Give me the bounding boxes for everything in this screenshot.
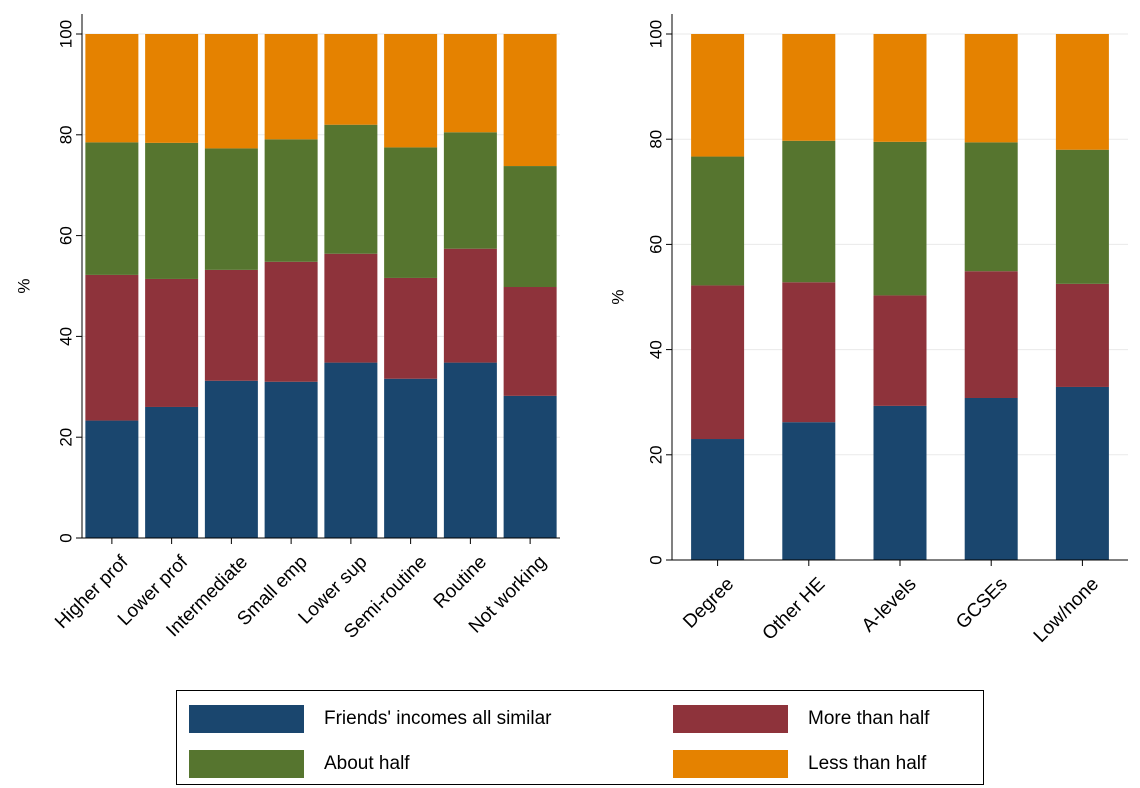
- bar-lower-sup-less-than-half: [324, 34, 378, 125]
- y-axis-title: %: [609, 289, 628, 304]
- bar-low-none-about-half: [1055, 149, 1109, 284]
- x-tick-label-a-levels: A-levels: [858, 574, 921, 637]
- y-tick-label: 80: [57, 125, 76, 144]
- bar-lower-prof-friends-incomes-all-similar: [145, 406, 199, 538]
- bar-routine-about-half: [443, 132, 497, 249]
- bar-intermediate-more-than-half: [204, 269, 258, 381]
- bar-not-working-less-than-half: [503, 34, 557, 167]
- legend-label-more-than-half: More than half: [808, 708, 930, 729]
- bar-intermediate-less-than-half: [204, 34, 258, 149]
- bar-degree-friends-incomes-all-similar: [691, 439, 745, 560]
- bar-lower-sup-more-than-half: [324, 253, 378, 363]
- bar-lower-sup-about-half: [324, 124, 378, 254]
- bar-not-working-about-half: [503, 166, 557, 288]
- bar-intermediate-friends-incomes-all-similar: [204, 380, 258, 538]
- bar-small-emp-less-than-half: [264, 34, 318, 140]
- bar-small-emp-friends-incomes-all-similar: [264, 381, 318, 538]
- legend: Friends' incomes all similar More than h…: [176, 690, 984, 785]
- bar-intermediate-about-half: [204, 148, 258, 270]
- bar-lower-prof-less-than-half: [145, 34, 199, 143]
- legend-label-friends-incomes-all-similar: Friends' incomes all similar: [324, 708, 552, 729]
- bar-low-none-friends-incomes-all-similar: [1055, 386, 1109, 560]
- bar-lower-prof-more-than-half: [145, 278, 199, 407]
- bar-degree-less-than-half: [691, 34, 745, 157]
- bar-higher-prof-friends-incomes-all-similar: [85, 420, 139, 538]
- x-tick-label-low-none: Low/none: [1030, 574, 1103, 647]
- y-tick-label: 100: [57, 20, 76, 48]
- bar-lower-prof-about-half: [145, 142, 199, 279]
- bar-a-levels-more-than-half: [873, 295, 927, 406]
- bar-higher-prof-about-half: [85, 142, 139, 275]
- y-tick-label: 20: [647, 445, 666, 464]
- bar-a-levels-friends-incomes-all-similar: [873, 405, 927, 560]
- bar-routine-friends-incomes-all-similar: [443, 362, 497, 538]
- legend-item-less-than-half: Less than half: [673, 749, 926, 779]
- x-tick-label-degree: Degree: [679, 574, 738, 633]
- y-tick-label: 80: [647, 130, 666, 149]
- y-tick-label: 100: [647, 20, 666, 48]
- bar-semi-routine-friends-incomes-all-similar: [384, 378, 438, 538]
- bar-degree-more-than-half: [691, 285, 745, 440]
- chart-panel-education: 0 20 40 60 80 100% Degree Other HE A-levels GCSEs…: [609, 14, 1128, 647]
- legend-swatch-less-than-half: [673, 750, 788, 778]
- x-tick-label-other-he: Other HE: [759, 574, 830, 645]
- legend-item-friends-incomes-all-similar: Friends' incomes all similar: [189, 704, 551, 734]
- bar-a-levels-about-half: [873, 141, 927, 296]
- y-tick-label: 60: [57, 226, 76, 245]
- y-tick-label: 20: [57, 428, 76, 447]
- x-tick-label-gcses: GCSEs: [952, 574, 1012, 634]
- legend-label-less-than-half: Less than half: [808, 753, 927, 774]
- bar-a-levels-less-than-half: [873, 34, 927, 142]
- bar-other-he-less-than-half: [782, 34, 836, 141]
- bar-low-none-more-than-half: [1055, 283, 1109, 387]
- bar-other-he-about-half: [782, 140, 836, 283]
- legend-swatch-more-than-half: [673, 705, 788, 733]
- bar-semi-routine-less-than-half: [384, 34, 438, 148]
- bar-gcses-about-half: [964, 142, 1018, 272]
- bar-low-none-less-than-half: [1055, 34, 1109, 150]
- bar-higher-prof-more-than-half: [85, 274, 139, 421]
- bar-routine-less-than-half: [443, 34, 497, 133]
- bar-not-working-friends-incomes-all-similar: [503, 395, 557, 538]
- legend-swatch-about-half: [189, 750, 304, 778]
- legend-item-about-half: About half: [189, 749, 410, 779]
- legend-label-about-half: About half: [324, 753, 410, 774]
- legend-swatch-friends-incomes-all-similar: [189, 705, 304, 733]
- x-tick-label-routine: Routine: [430, 552, 491, 613]
- legend-item-more-than-half: More than half: [673, 704, 929, 734]
- bar-not-working-more-than-half: [503, 287, 557, 396]
- y-axis-title: %: [15, 278, 34, 293]
- bar-gcses-more-than-half: [964, 271, 1018, 398]
- y-tick-label: 60: [647, 235, 666, 254]
- bar-small-emp-more-than-half: [264, 261, 318, 382]
- bar-semi-routine-more-than-half: [384, 277, 438, 379]
- bar-semi-routine-about-half: [384, 147, 438, 278]
- bar-small-emp-about-half: [264, 139, 318, 262]
- bar-routine-more-than-half: [443, 248, 497, 363]
- bar-degree-about-half: [691, 156, 745, 286]
- y-tick-label: 0: [647, 555, 666, 564]
- bar-other-he-friends-incomes-all-similar: [782, 422, 836, 560]
- bar-gcses-less-than-half: [964, 34, 1018, 143]
- y-tick-label: 0: [57, 533, 76, 542]
- bar-higher-prof-less-than-half: [85, 34, 139, 143]
- bar-gcses-friends-incomes-all-similar: [964, 397, 1018, 560]
- bar-other-he-more-than-half: [782, 282, 836, 423]
- y-tick-label: 40: [57, 327, 76, 346]
- y-tick-label: 40: [647, 340, 666, 359]
- bar-lower-sup-friends-incomes-all-similar: [324, 362, 378, 538]
